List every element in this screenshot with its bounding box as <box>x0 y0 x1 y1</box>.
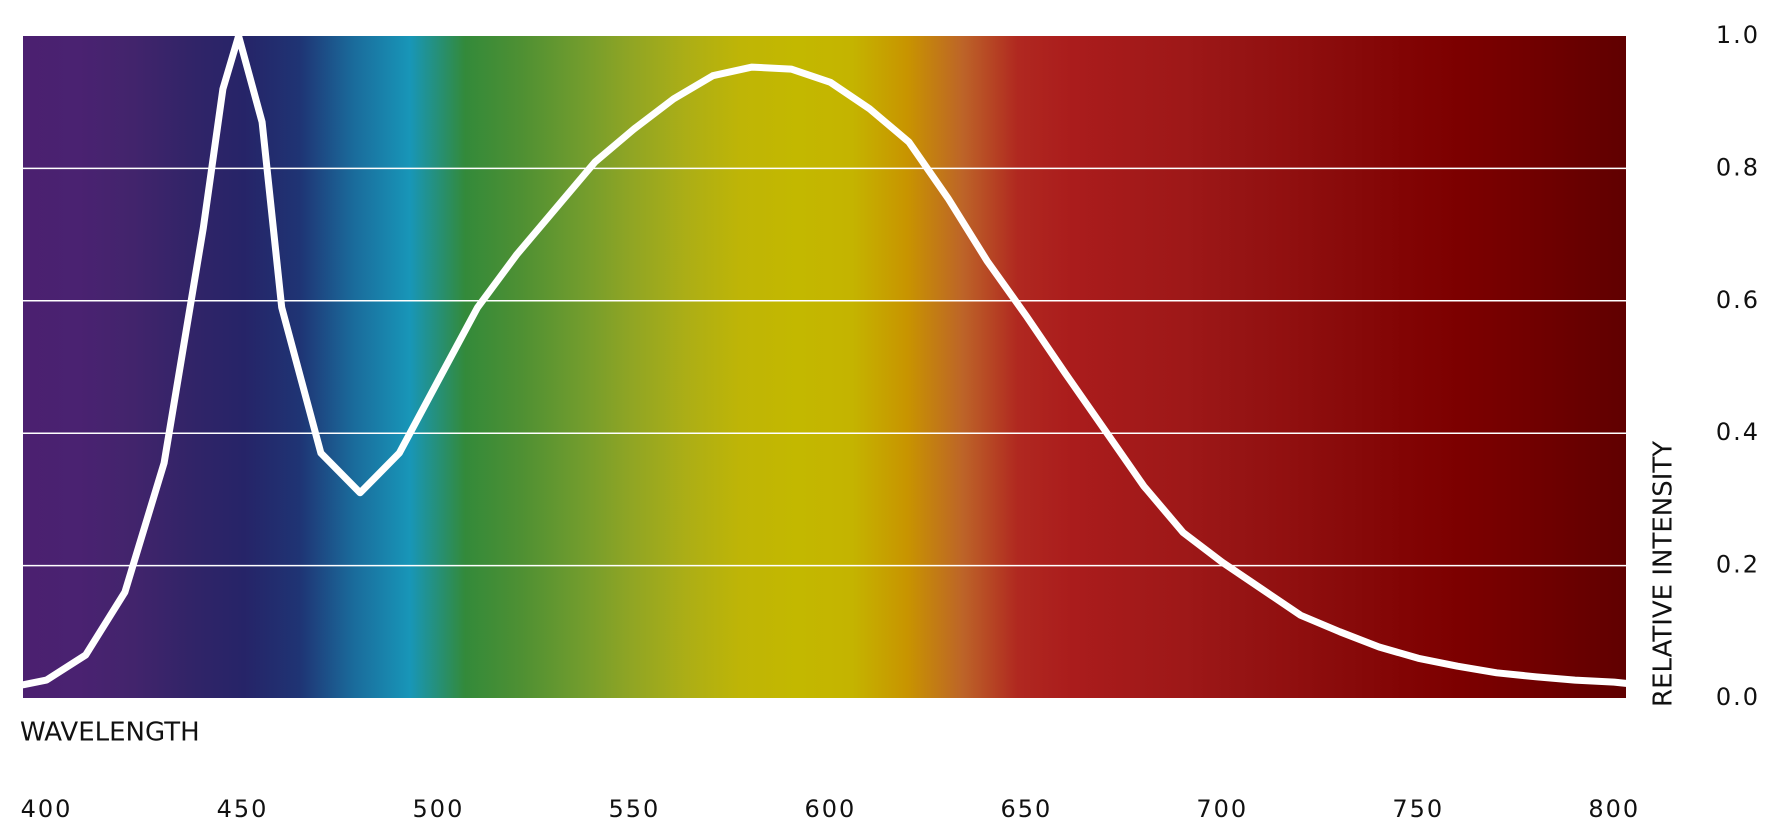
plot-background <box>23 36 1626 698</box>
y-tick-label: 1.0 <box>1716 21 1760 49</box>
y-tick-label: 0.2 <box>1716 551 1760 579</box>
x-tick-label: 800 <box>1588 795 1640 823</box>
y-tick-label: 0.4 <box>1716 418 1760 446</box>
x-tick-label: 650 <box>1000 795 1052 823</box>
x-tick-label: 450 <box>217 795 269 823</box>
y-tick-label: 0.0 <box>1716 683 1760 711</box>
x-tick-label: 600 <box>804 795 856 823</box>
y-tick-label: 0.8 <box>1716 153 1760 181</box>
x-tick-label: 550 <box>609 795 661 823</box>
x-tick-label: 750 <box>1392 795 1444 823</box>
y-axis-title: RELATIVE INTENSITY <box>1649 441 1679 707</box>
x-axis-title: WAVELENGTH <box>20 718 200 748</box>
x-tick-label: 400 <box>21 795 73 823</box>
spectrum-line <box>19 32 1630 689</box>
x-tick-label: 500 <box>413 795 465 823</box>
y-tick-label: 0.6 <box>1716 286 1760 314</box>
x-tick-label: 700 <box>1196 795 1248 823</box>
